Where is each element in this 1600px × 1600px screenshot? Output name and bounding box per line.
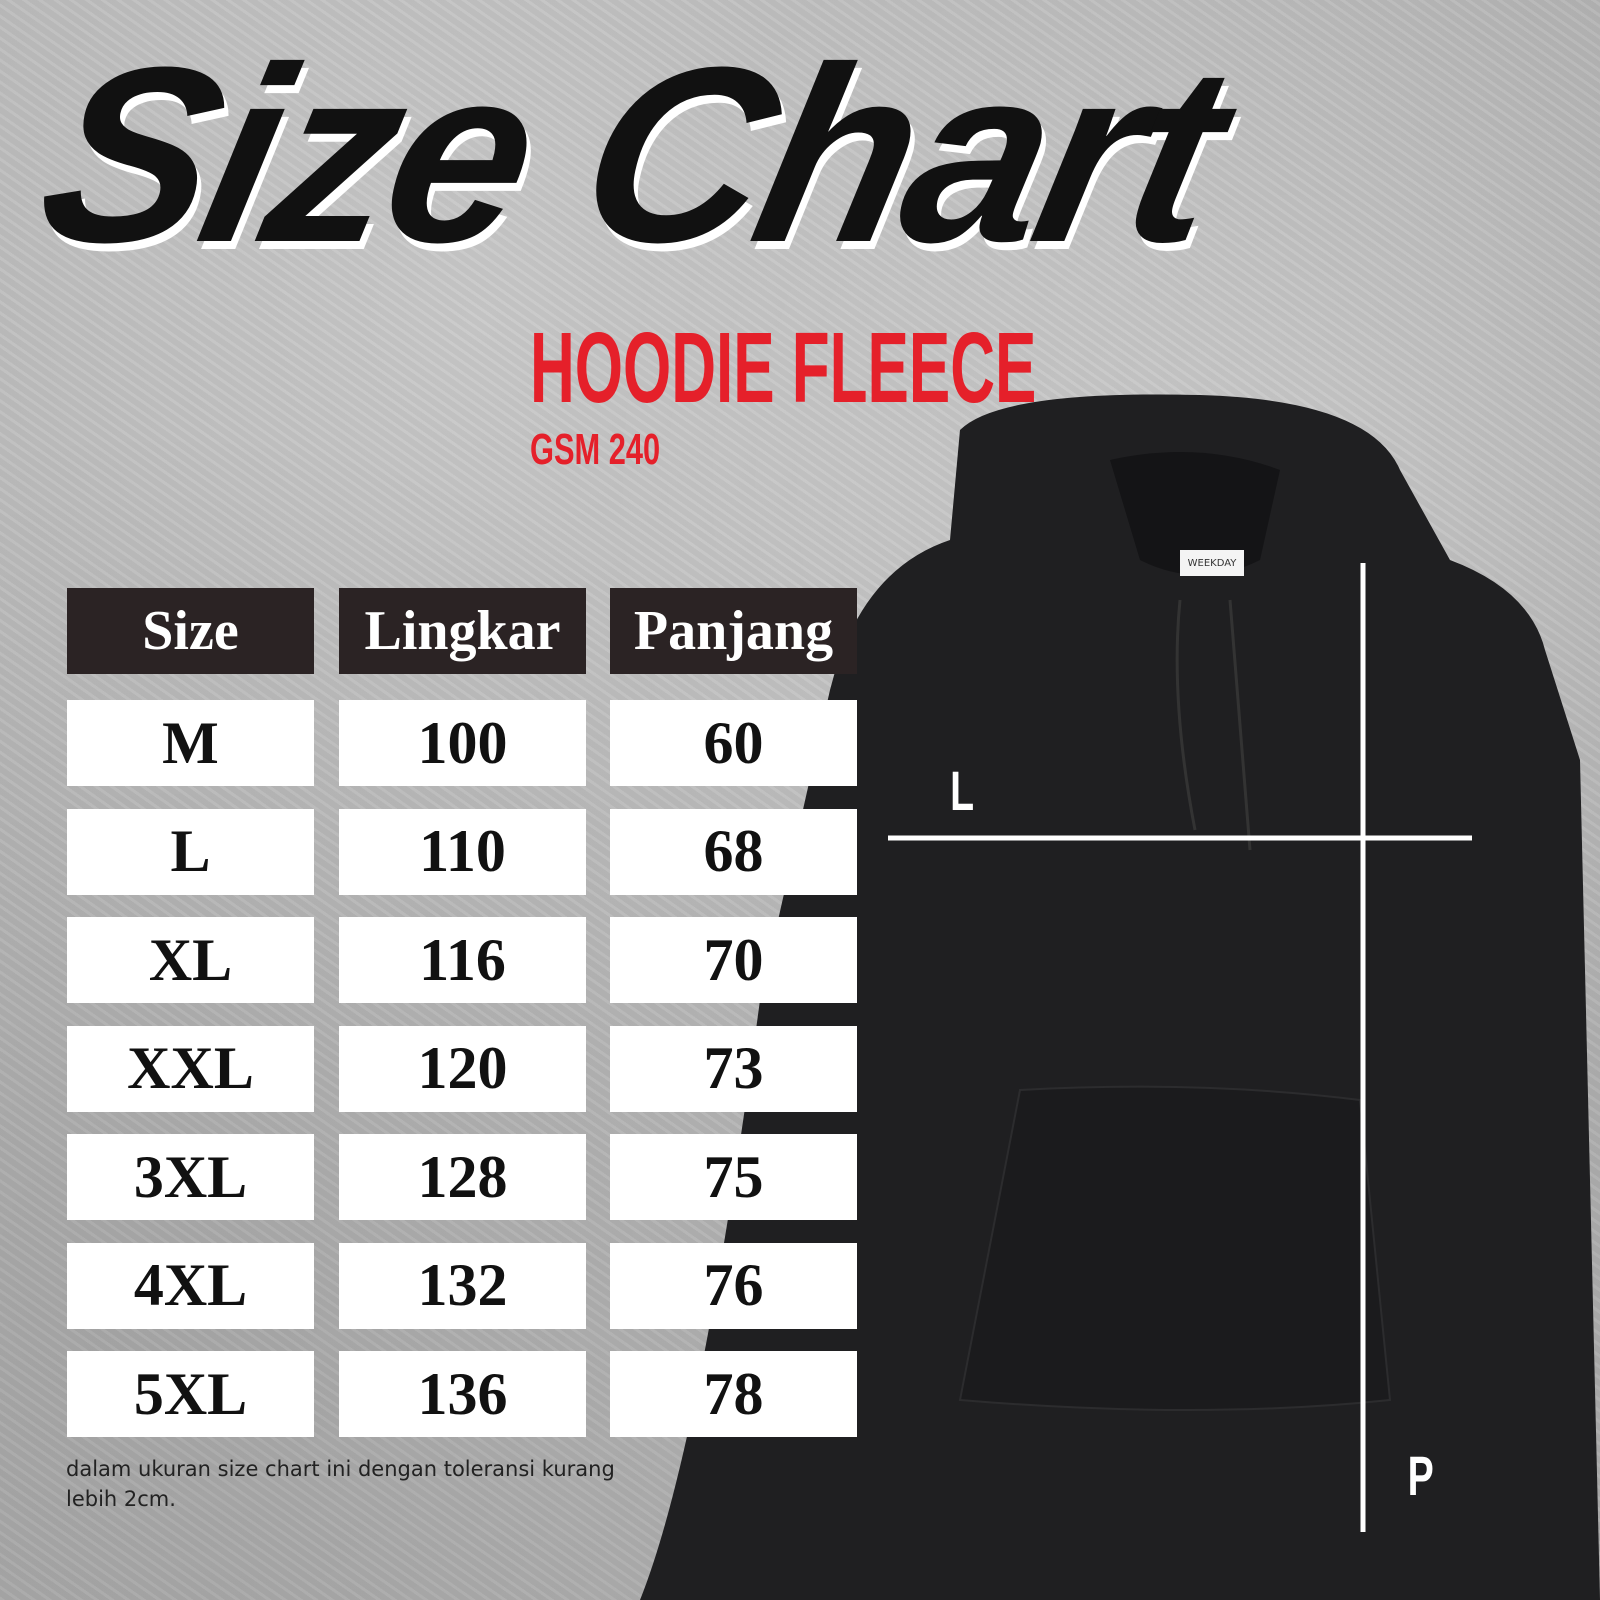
cell-size: 5XL [67, 1351, 314, 1437]
panjang-label: P [1407, 1444, 1434, 1507]
cell-panjang: 70 [610, 917, 857, 1003]
cell-size: XXL [67, 1025, 314, 1112]
cell-size: 4XL [67, 1242, 314, 1329]
lingkar-label: L [950, 759, 975, 822]
cell-size: M [67, 700, 314, 786]
product-name: HOODIE FLEECE [530, 312, 1037, 424]
page-title: Size Chart [20, 15, 1243, 294]
cell-panjang: 78 [610, 1351, 857, 1437]
header-panjang: Panjang [610, 588, 857, 674]
cell-panjang: 75 [610, 1134, 857, 1220]
cell-lingkar: 128 [339, 1134, 586, 1220]
cell-panjang: 68 [610, 808, 857, 895]
cell-lingkar: 132 [339, 1242, 586, 1329]
cell-size: XL [67, 917, 314, 1003]
header-size: Size [67, 588, 314, 674]
cell-panjang: 76 [610, 1242, 857, 1329]
cell-lingkar: 110 [339, 808, 586, 895]
cell-panjang: 73 [610, 1025, 857, 1112]
brand-label-tag: WEEKDAY [1180, 550, 1244, 576]
fabric-weight: GSM 240 [530, 425, 661, 474]
tolerance-note: dalam ukuran size chart ini dengan toler… [66, 1457, 615, 1511]
header-lingkar: Lingkar [339, 588, 586, 674]
cell-lingkar: 120 [339, 1025, 586, 1112]
cell-size: 3XL [67, 1134, 314, 1220]
cell-size: L [67, 808, 314, 895]
cell-lingkar: 116 [339, 917, 586, 1003]
cell-lingkar: 136 [339, 1351, 586, 1437]
cell-panjang: 60 [610, 700, 857, 786]
cell-lingkar: 100 [339, 700, 586, 786]
